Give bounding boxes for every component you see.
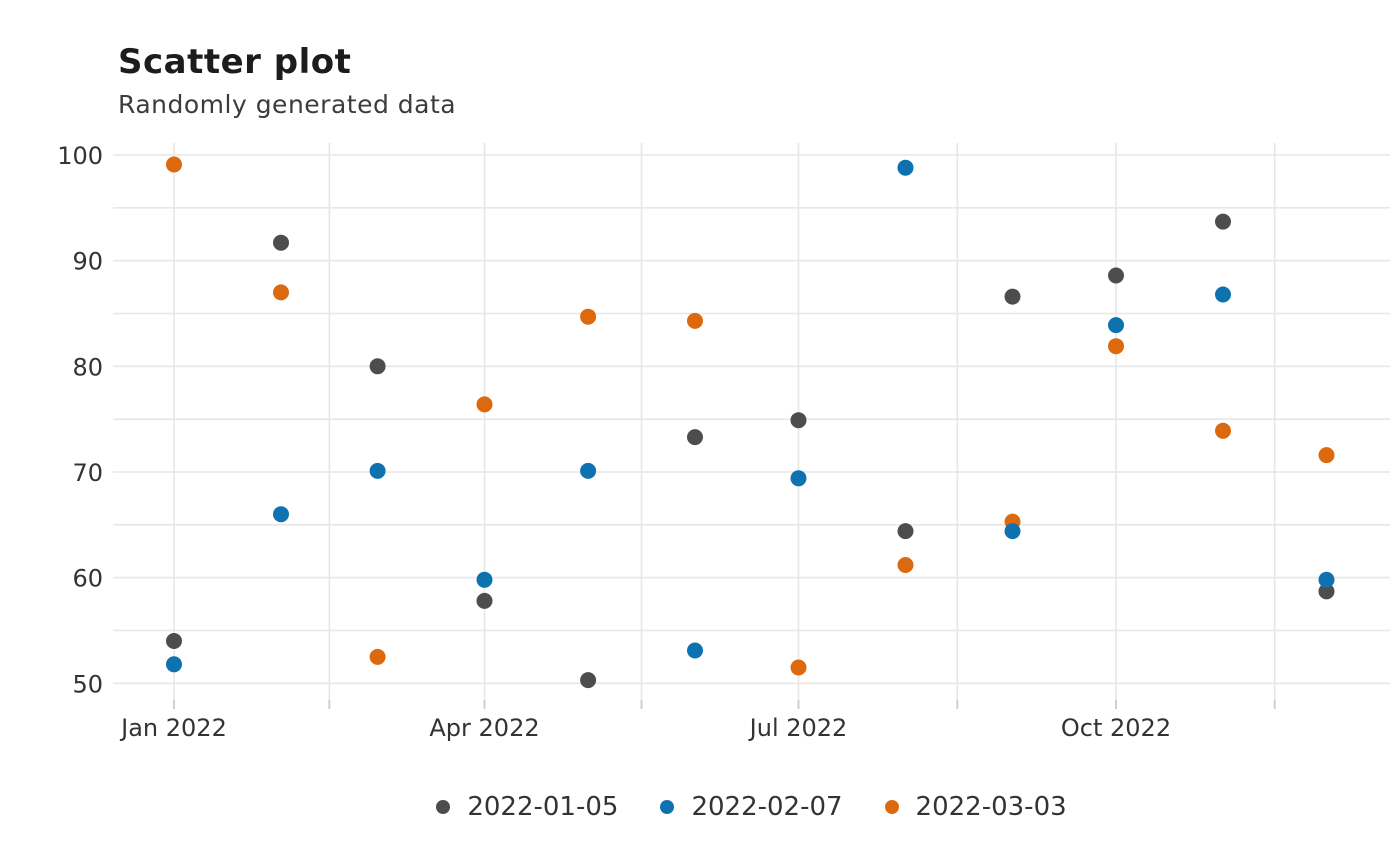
chart-title: Scatter plot: [118, 42, 352, 82]
data-point-2022-03-03-2022-04: [476, 396, 493, 413]
data-point-2022-01-05-2022-10: [1108, 267, 1124, 284]
data-point-2022-03-03-2022-07: [790, 659, 807, 676]
data-point-2022-02-07-2022-06: [687, 642, 703, 659]
data-point-2022-01-05-2022-06: [687, 429, 703, 446]
y-axis-tick-label: 90: [72, 248, 103, 276]
legend-item-series-2: 2022-02-07: [660, 792, 843, 822]
data-point-2022-02-07-2022-02: [273, 506, 289, 523]
x-axis-tick-label: Jul 2022: [748, 714, 848, 742]
legend-label: 2022-01-05: [467, 792, 619, 822]
data-point-2022-02-07-2022-12: [1318, 571, 1335, 588]
data-point-2022-01-05-2022-04: [476, 592, 493, 609]
data-point-2022-01-05-2022-05: [580, 672, 597, 689]
data-point-2022-03-03-2022-03: [369, 648, 386, 665]
data-point-2022-02-07-2022-09: [1004, 523, 1021, 540]
data-point-2022-02-07-2022-08: [897, 159, 914, 176]
chart-legend: 2022-01-05 2022-02-07 2022-03-03: [113, 792, 1390, 822]
data-point-2022-03-03-2022-10: [1108, 338, 1124, 355]
data-point-2022-03-03-2022-12: [1318, 447, 1335, 464]
y-axis-tick-label: 60: [72, 565, 103, 593]
data-point-2022-01-05-2022-01: [166, 633, 182, 649]
scatter-plot-canvas: 50 60 70 80 90 100 Jan 2022 Apr 2022 Jul 2022 Oct…: [57, 142, 1390, 742]
legend-label: 2022-02-07: [691, 792, 843, 822]
data-point-2022-03-03-2022-01: [166, 156, 182, 173]
x-axis-tick-label: Jan 2022: [119, 714, 227, 742]
data-point-2022-03-03-2022-05: [580, 308, 597, 325]
data-point-2022-02-07-2022-10: [1108, 317, 1124, 334]
data-point-2022-02-07-2022-07: [790, 470, 807, 487]
data-point-2022-01-05-2022-09: [1004, 288, 1021, 305]
legend-item-series-1: 2022-01-05: [436, 792, 618, 822]
y-axis-tick-label: 50: [72, 670, 103, 698]
legend-dot-icon: [660, 800, 675, 814]
legend-item-series-3: 2022-03-03: [884, 792, 1067, 822]
data-point-2022-02-07-2022-11: [1215, 286, 1231, 303]
chart-subtitle: Randomly generated data: [118, 90, 457, 119]
legend-dot-icon: [436, 800, 451, 814]
data-point-2022-01-05-2022-11: [1215, 213, 1231, 230]
legend-label: 2022-03-03: [915, 792, 1067, 822]
data-point-2022-03-03-2022-02: [273, 284, 289, 301]
data-point-2022-03-03-2022-11: [1215, 422, 1231, 439]
data-point-2022-01-05-2022-08: [897, 523, 914, 540]
data-point-2022-03-03-2022-06: [687, 312, 703, 329]
legend-dot-icon: [884, 800, 899, 814]
data-point-2022-01-05-2022-07: [790, 412, 807, 429]
x-axis-tick-label: Apr 2022: [429, 714, 539, 742]
y-axis-tick-label: 100: [57, 142, 103, 170]
y-axis-tick-label: 70: [72, 459, 103, 487]
data-point-2022-03-03-2022-08: [897, 557, 914, 573]
data-point-2022-02-07-2022-01: [166, 656, 182, 673]
y-axis-tick-label: 80: [72, 353, 103, 381]
data-point-2022-01-05-2022-02: [273, 234, 289, 251]
data-point-2022-01-05-2022-03: [369, 358, 386, 375]
data-point-2022-01-05-2022-12: [1318, 583, 1335, 600]
data-point-2022-02-07-2022-04: [476, 571, 493, 588]
data-point-2022-02-07-2022-03: [369, 462, 386, 479]
x-axis-tick-label: Oct 2022: [1061, 714, 1171, 742]
data-point-2022-02-07-2022-05: [580, 462, 597, 479]
